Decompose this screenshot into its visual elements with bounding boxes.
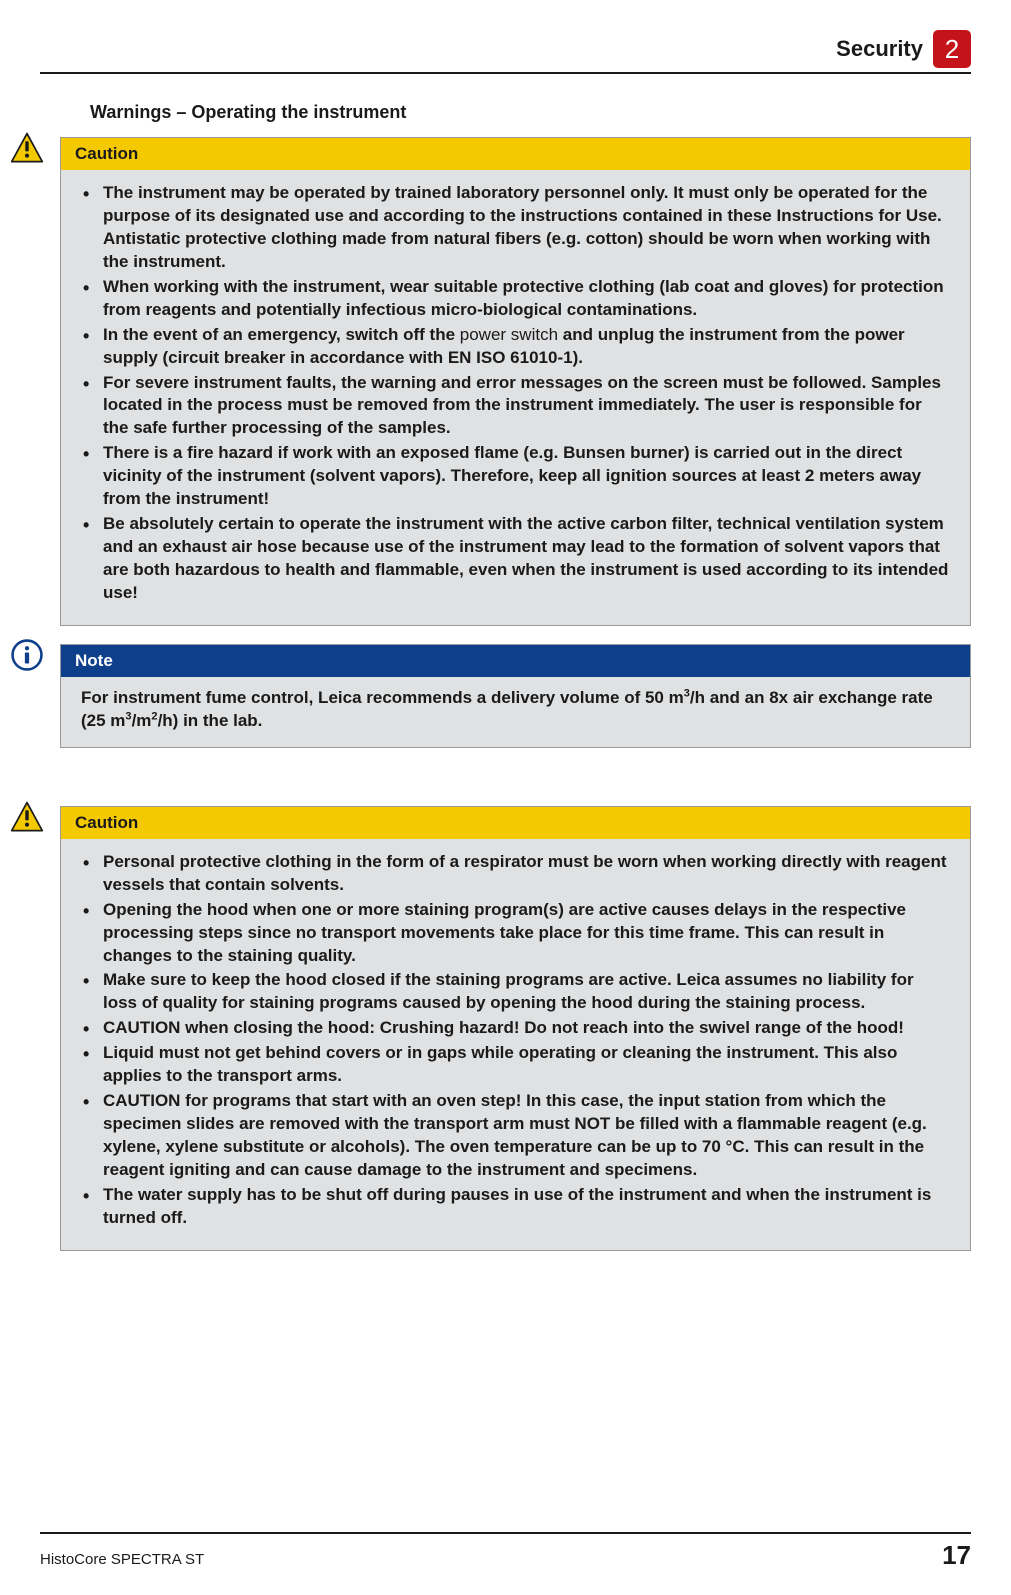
caution-block-2: Caution Personal protective clothing in … <box>40 806 971 1251</box>
caution2-list: Personal protective clothing in the form… <box>81 851 950 1230</box>
footer-rule <box>40 1532 971 1534</box>
warning-triangle-icon <box>10 131 44 165</box>
list-item: CAUTION when closing the hood: Crushing … <box>103 1017 950 1040</box>
caution-label: Caution <box>61 138 970 170</box>
info-circle-icon <box>10 638 44 672</box>
list-item: Personal protective clothing in the form… <box>103 851 950 897</box>
list-item: The water supply has to be shut off duri… <box>103 1184 950 1230</box>
header-rule <box>40 72 971 74</box>
chapter-badge: 2 <box>933 30 971 68</box>
caution-block-1: Caution The instrument may be operated b… <box>40 137 971 626</box>
note-text: For instrument fume control, Leica recom… <box>61 677 970 747</box>
note-block: Note For instrument fume control, Leica … <box>40 644 971 748</box>
caution1-list: The instrument may be operated by traine… <box>81 182 950 605</box>
list-item: CAUTION for programs that start with an … <box>103 1090 950 1182</box>
page-footer: HistoCore SPECTRA ST 17 <box>40 1532 971 1571</box>
caution-label: Caution <box>61 807 970 839</box>
footer-page-number: 17 <box>942 1540 971 1571</box>
section-title: Security <box>836 36 923 62</box>
note-label: Note <box>61 645 970 677</box>
list-item: For severe instrument faults, the warnin… <box>103 372 950 441</box>
list-item: There is a fire hazard if work with an e… <box>103 442 950 511</box>
list-item: Make sure to keep the hood closed if the… <box>103 969 950 1015</box>
list-item: When working with the instrument, wear s… <box>103 276 950 322</box>
footer-product: HistoCore SPECTRA ST <box>40 1551 204 1568</box>
warnings-heading: Warnings – Operating the instrument <box>90 102 971 123</box>
list-item: The instrument may be operated by traine… <box>103 182 950 274</box>
list-item: In the event of an emergency, switch off… <box>103 324 950 370</box>
warning-triangle-icon <box>10 800 44 834</box>
list-item: Be absolutely certain to operate the ins… <box>103 513 950 605</box>
page-header: Security 2 <box>40 30 971 68</box>
list-item: Liquid must not get behind covers or in … <box>103 1042 950 1088</box>
list-item: Opening the hood when one or more staini… <box>103 899 950 968</box>
